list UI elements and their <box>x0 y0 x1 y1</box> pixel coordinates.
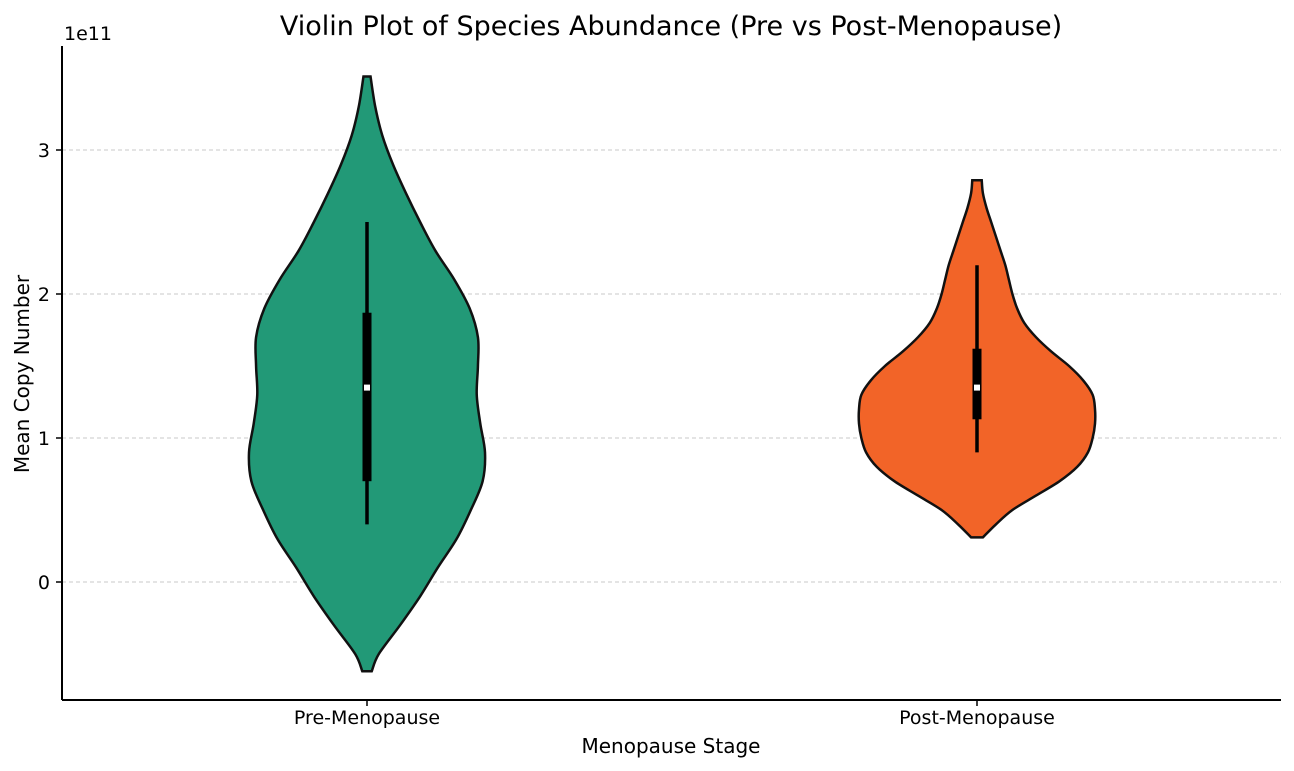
grid-layer <box>62 149 1281 583</box>
axes-layer <box>61 46 1281 701</box>
x-tick-label: Pre-Menopause <box>294 707 440 729</box>
median-marker <box>974 384 980 391</box>
iqr-box <box>362 312 372 482</box>
x-axis-title: Menopause Stage <box>582 734 761 758</box>
violin-post-menopause <box>857 178 1097 539</box>
median-marker <box>364 384 370 391</box>
violins-layer <box>247 75 1097 673</box>
y-tick-label: 2 <box>38 284 50 306</box>
chart-title: Violin Plot of Species Abundance (Pre vs… <box>280 11 1062 42</box>
y-tick-label: 1 <box>38 428 50 450</box>
iqr-box <box>972 348 982 420</box>
violin-pre-menopause <box>247 75 487 673</box>
y-tick-label: 3 <box>38 140 50 162</box>
y-tick-label: 0 <box>38 572 50 594</box>
ticks-layer: 0 1 2 3 Pre-Menopause Post-Menopause <box>38 140 1055 729</box>
x-tick-label: Post-Menopause <box>899 707 1055 729</box>
y-axis-title: Mean Copy Number <box>10 274 34 473</box>
y-axis-offset-label: 1e11 <box>64 23 112 45</box>
